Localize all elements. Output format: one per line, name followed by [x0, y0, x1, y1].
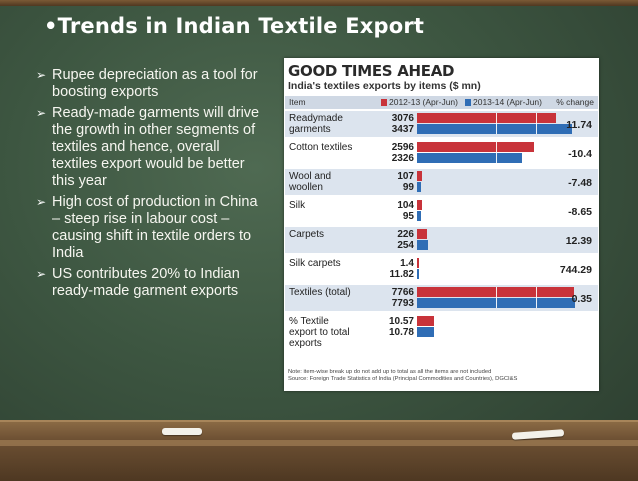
category-label: Silk carpets: [289, 258, 341, 269]
pct-change-label: -10.4: [568, 148, 592, 160]
bullet-item: ➢ High cost of production in China – stee…: [36, 194, 268, 262]
value-label-2013: 254: [397, 240, 414, 251]
chart-source: Source: Foreign Trade Statistics of Indi…: [288, 376, 518, 382]
bar-2012: [417, 258, 419, 268]
bar-divider: [535, 113, 537, 134]
legend-series-2: 2013-14 (Apr-Jun): [465, 97, 542, 107]
legend-series-1: 2012-13 (Apr-Jun): [381, 97, 458, 107]
bullet-item: ➢ US contributes 20% to Indian ready-made…: [36, 266, 268, 300]
bar-2013: [417, 182, 422, 192]
chalk-tray-lip: [0, 440, 638, 446]
bullet-text: Ready-made garments will drive the growt…: [52, 105, 260, 189]
chart-note: Note: item-wise break up do not add up t…: [288, 369, 492, 375]
value-label-2013: 10.78: [388, 327, 414, 338]
category-label: Cotton textiles: [289, 142, 353, 153]
chalk-piece: [162, 428, 202, 435]
bullet-list: ➢ Rupee depreciation as a tool for boosti…: [36, 67, 268, 304]
value-label-2013: 2326: [391, 153, 414, 164]
bar-2012: [417, 142, 535, 152]
legend-series-1-label: 2012-13 (Apr-Jun): [389, 97, 458, 107]
value-label-2013: 3437: [391, 124, 414, 135]
bar-2012: [417, 316, 434, 326]
chalk-tray: [0, 420, 638, 481]
legend-swatch-blue: [465, 99, 471, 106]
bar-2013: [417, 240, 429, 250]
legend-swatch-red: [381, 99, 387, 106]
bar-divider: [496, 287, 497, 308]
chart-header: Item 2012-13 (Apr-Jun) 2013-14 (Apr-Jun)…: [285, 96, 598, 109]
chart-row: Silk carpets 1.4 11.82 744.29: [285, 256, 598, 282]
arrow-bullet-icon: ➢: [36, 267, 47, 281]
bullet-text: US contributes 20% to Indian ready-made …: [52, 266, 240, 299]
pct-change-label: -8.65: [568, 206, 592, 218]
bar-2013: [417, 211, 422, 221]
value-label-2012: 107: [397, 171, 414, 182]
legend-series-2-label: 2013-14 (Apr-Jun): [473, 97, 542, 107]
category-label: Readymade garments: [289, 113, 343, 135]
value-label-2012: 10.57: [388, 316, 414, 327]
pct-change-label: 12.39: [565, 235, 592, 247]
textile-export-chart: GOOD TIMES AHEAD India's textiles export…: [284, 58, 599, 391]
value-label-2013: 11.82: [389, 269, 414, 280]
value-label-2012: 104: [397, 200, 414, 211]
category-label: Silk: [289, 200, 306, 211]
bar-divider: [496, 142, 497, 163]
chart-row: Silk 104 95 -8.65: [285, 198, 598, 224]
value-label-2012: 1.4: [400, 258, 414, 269]
chart-subtitle: India's textiles exports by items ($ mn): [288, 80, 481, 92]
bar-2012: [417, 229, 428, 239]
arrow-bullet-icon: ➢: [36, 195, 47, 209]
bar-2013: [417, 298, 575, 308]
bar-2012: [417, 113, 556, 123]
pct-change-label: 744.29: [559, 264, 592, 276]
header-item-label: Item: [289, 97, 306, 107]
bullet-text: High cost of production in China – steep…: [52, 194, 258, 261]
chart-row: % Textile export to total exports 10.57 10…: [285, 314, 598, 349]
value-label-2012: 3076: [391, 113, 414, 124]
value-label-2012: 226: [397, 229, 414, 240]
chart-row: Cotton textiles 2596 2326 -10.4: [285, 140, 598, 166]
category-label: Carpets: [289, 229, 325, 240]
value-label-2013: 95: [402, 211, 414, 222]
pct-change-label: 11.74: [566, 119, 592, 131]
bar-2012: [417, 287, 575, 297]
bar-2013: [417, 124, 573, 134]
value-label-2012: 2596: [391, 142, 414, 153]
board-frame-top: [0, 0, 638, 6]
bar-2012: [417, 200, 422, 210]
value-label-2012: 7766: [391, 287, 414, 298]
bar-2012: [417, 171, 422, 181]
arrow-bullet-icon: ➢: [36, 106, 47, 120]
bar-2013: [417, 269, 419, 279]
bar-divider: [535, 287, 537, 308]
chart-footnote: Note: item-wise break up do not add up t…: [288, 369, 594, 383]
bar-divider: [496, 113, 497, 134]
chart-row: Readymade garments 3076 3437 11.74: [285, 111, 598, 137]
arrow-bullet-icon: ➢: [36, 68, 47, 82]
header-pct-label: % change: [556, 97, 594, 107]
bar-2013: [417, 327, 435, 337]
pct-change-label: -7.48: [568, 177, 592, 189]
chart-row: Wool and woollen 107 99 -7.48: [285, 169, 598, 195]
category-label: Textiles (total): [289, 287, 351, 298]
bullet-text: Rupee depreciation as a tool for boostin…: [52, 67, 258, 100]
bullet-item: ➢ Rupee depreciation as a tool for boosti…: [36, 67, 268, 101]
category-label: Wool and woollen: [289, 171, 332, 193]
chart-title: GOOD TIMES AHEAD: [288, 62, 455, 80]
chart-row: Textiles (total) 7766 7793 0.35: [285, 285, 598, 311]
chart-row: Carpets 226 254 12.39: [285, 227, 598, 253]
category-label: % Textile export to total exports: [289, 316, 350, 349]
value-label-2013: 99: [402, 182, 414, 193]
pct-change-label: 0.35: [571, 293, 592, 305]
slide-title: •Trends in Indian Textile Export: [44, 14, 425, 38]
bar-2013: [417, 153, 522, 163]
value-label-2013: 7793: [391, 298, 414, 309]
bullet-item: ➢ Ready-made garments will drive the grow…: [36, 105, 268, 190]
